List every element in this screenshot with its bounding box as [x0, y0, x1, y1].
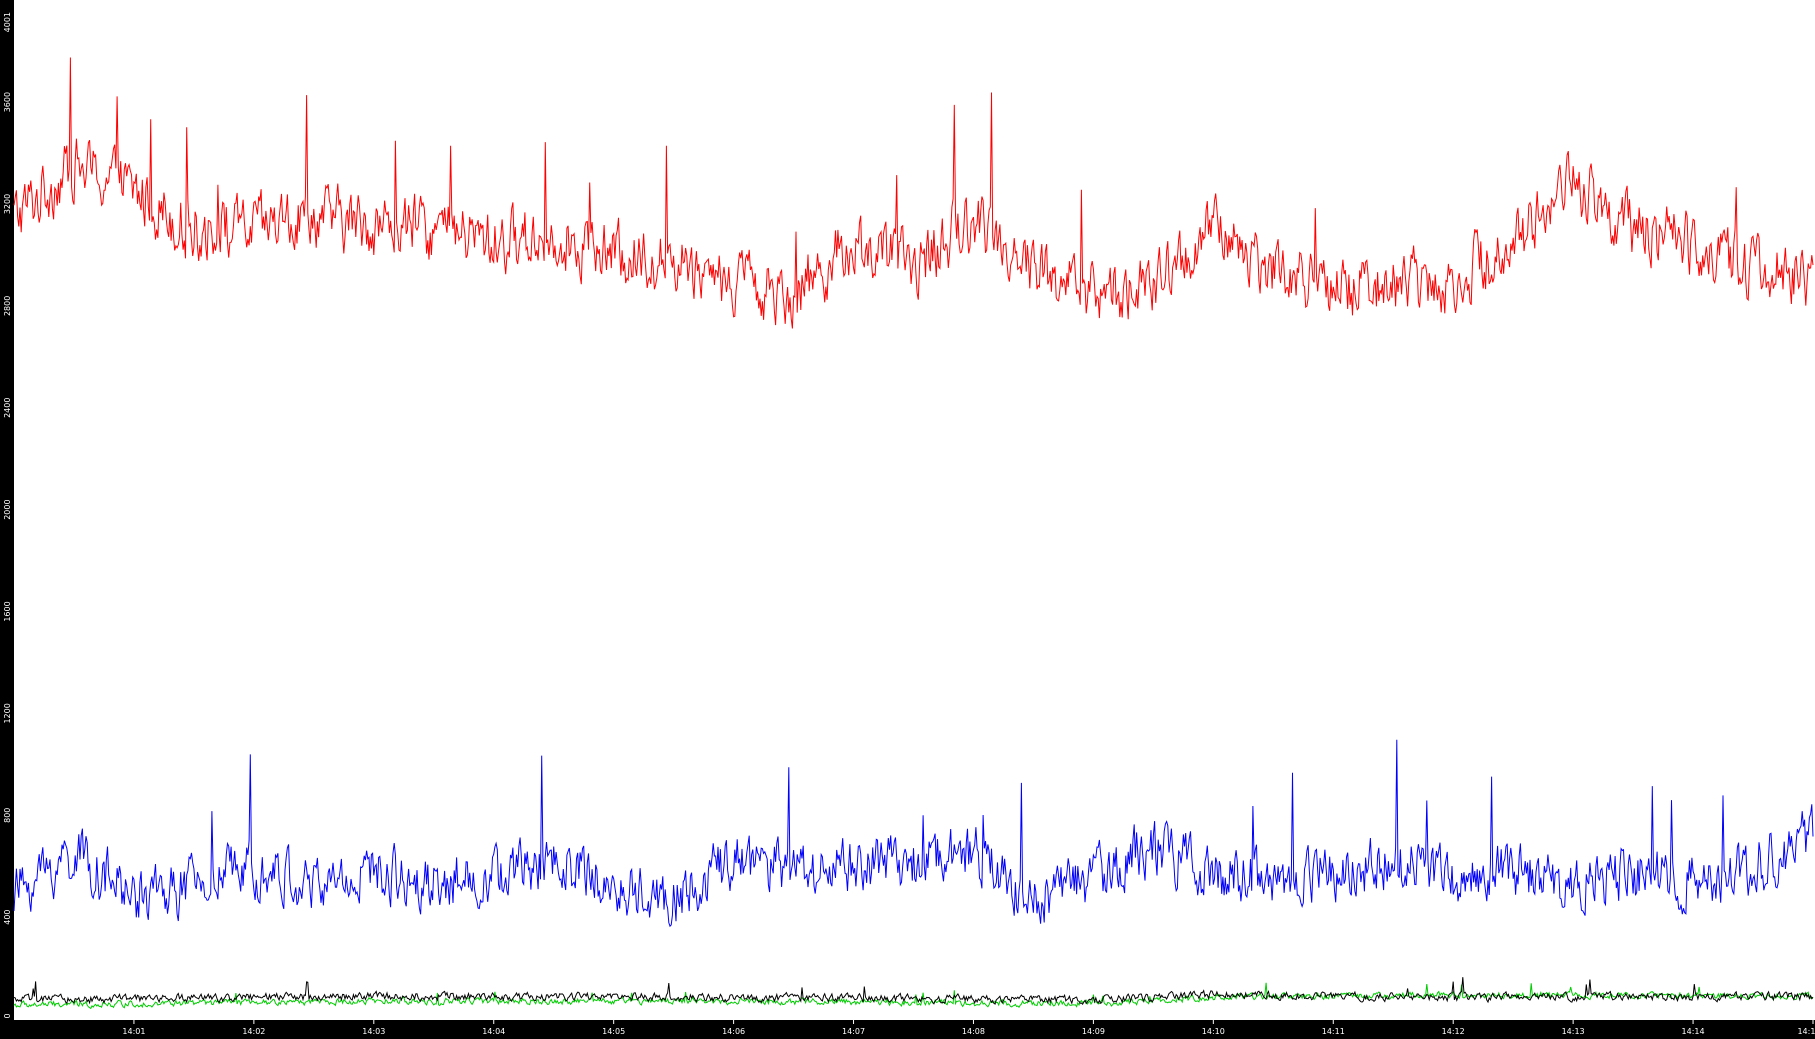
y-axis-band [0, 0, 14, 1039]
y-tick-label: 800 [3, 808, 12, 823]
x-tick-label: 14:05 [602, 1027, 625, 1036]
y-tick-label: 2400 [3, 398, 12, 418]
x-tick-label: 14:07 [842, 1027, 865, 1036]
series-layer [13, 57, 1814, 1010]
x-tick-label: 14:15 [1797, 1027, 1815, 1036]
y-tick-label: 0 [3, 1013, 12, 1018]
y-tick-label: 2000 [3, 499, 12, 519]
x-tick-label: 14:06 [722, 1027, 745, 1036]
series-line-4 [13, 977, 1814, 1006]
x-tick-label: 14:12 [1442, 1027, 1465, 1036]
x-tick-label: 14:14 [1682, 1027, 1705, 1036]
x-tick-label: 14:08 [962, 1027, 985, 1036]
y-tick-label: 3200 [3, 194, 12, 214]
x-tick-label: 14:01 [122, 1027, 145, 1036]
y-tick-label: 3600 [3, 92, 12, 112]
x-tick-label: 14:11 [1322, 1027, 1345, 1036]
y-tick-label: 2800 [3, 296, 12, 316]
x-axis-band [0, 1020, 1815, 1039]
x-tick-label: 14:04 [482, 1027, 505, 1036]
x-tick-label: 14:10 [1202, 1027, 1225, 1036]
y-tick-label: 400 [3, 909, 12, 924]
series-line-3 [13, 982, 1814, 1010]
series-line-2 [13, 739, 1814, 928]
x-tick-label: 14:03 [362, 1027, 385, 1036]
x-tick-layer: 14:01 14:02 14:03 14:04 14:05 14:06 14:07 14:08… [122, 1020, 1815, 1036]
x-tick-label: 14:13 [1562, 1027, 1585, 1036]
series-line-1 [13, 57, 1814, 329]
y-tick-label: 1200 [3, 703, 12, 723]
x-tick-label: 14:09 [1082, 1027, 1105, 1036]
y-tick-layer: 0 400 800 1200 1600 2000 2400 2800 3200 3600 4001 [3, 12, 12, 1019]
y-tick-label: 4001 [3, 12, 12, 32]
y-tick-label: 1600 [3, 601, 12, 621]
x-tick-label: 14:02 [242, 1027, 265, 1036]
